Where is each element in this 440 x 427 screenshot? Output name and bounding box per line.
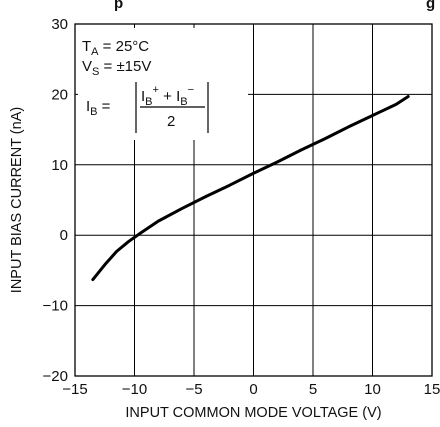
y-axis-label: INPUT BIAS CURRENT (nA): [9, 107, 25, 293]
x-tick-labels: −15 −10 −5 0 5 10 15: [62, 381, 440, 398]
annotation-numerator: IB+ + IB−: [141, 84, 194, 108]
annotation-ib-label: IB =: [86, 98, 111, 118]
annotation-ta: TA = 25°C: [82, 38, 149, 58]
chart-title-fragment: p: [114, 0, 123, 12]
x-tick-label: −10: [122, 381, 147, 398]
x-tick-label: 5: [309, 381, 317, 398]
x-tick-label: 10: [364, 381, 381, 398]
y-tick-label: 20: [51, 86, 68, 103]
annotation-background: [78, 28, 248, 140]
y-tick-label: 0: [60, 227, 68, 244]
bias-current-curve: [91, 95, 410, 282]
annotation-denominator: 2: [167, 113, 175, 130]
x-tick-label: −15: [62, 381, 87, 398]
x-tick-label: −5: [185, 381, 202, 398]
annotation-vs: VS = ±15V: [82, 58, 151, 78]
chart-title-fragment-right: g: [426, 0, 435, 12]
plot-frame: [74, 23, 433, 377]
x-tick-label: 0: [249, 381, 257, 398]
y-tick-label: −20: [43, 368, 68, 385]
y-tick-label: −10: [43, 298, 68, 315]
x-tick-label: 15: [424, 381, 440, 398]
y-tick-labels: −20 −10 0 10 20 30: [43, 16, 68, 385]
y-tick-label: 30: [51, 16, 68, 33]
y-tick-label: 10: [51, 157, 68, 174]
x-axis-label: INPUT COMMON MODE VOLTAGE (V): [125, 405, 381, 421]
